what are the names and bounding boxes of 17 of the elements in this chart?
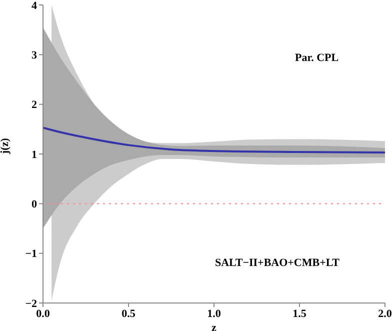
y-tick-label: 0 xyxy=(32,198,38,211)
y-tick-label: 1 xyxy=(32,148,37,161)
y-tick-label: −2 xyxy=(25,298,38,310)
y-tick-label: 3 xyxy=(32,50,38,62)
x-tick-label: 0.0 xyxy=(36,308,50,320)
x-tick-label: 1.0 xyxy=(207,308,222,320)
x-axis-title: z xyxy=(212,322,217,331)
line-series xyxy=(43,126,385,154)
y-axis-title: j(z) xyxy=(0,138,11,155)
y-tick-label: 4 xyxy=(32,0,38,12)
y-tick-label: 2 xyxy=(32,99,38,112)
x-tick-label: 2.0 xyxy=(378,308,392,320)
x-tick-label: 0.5 xyxy=(122,308,136,320)
y-tick-label: −1 xyxy=(25,248,37,260)
annotation: SALT−II+BAO+CMB+LT xyxy=(215,257,340,269)
annotation: Par. CPL xyxy=(295,52,339,64)
x-tick-label: 1.5 xyxy=(292,308,307,320)
